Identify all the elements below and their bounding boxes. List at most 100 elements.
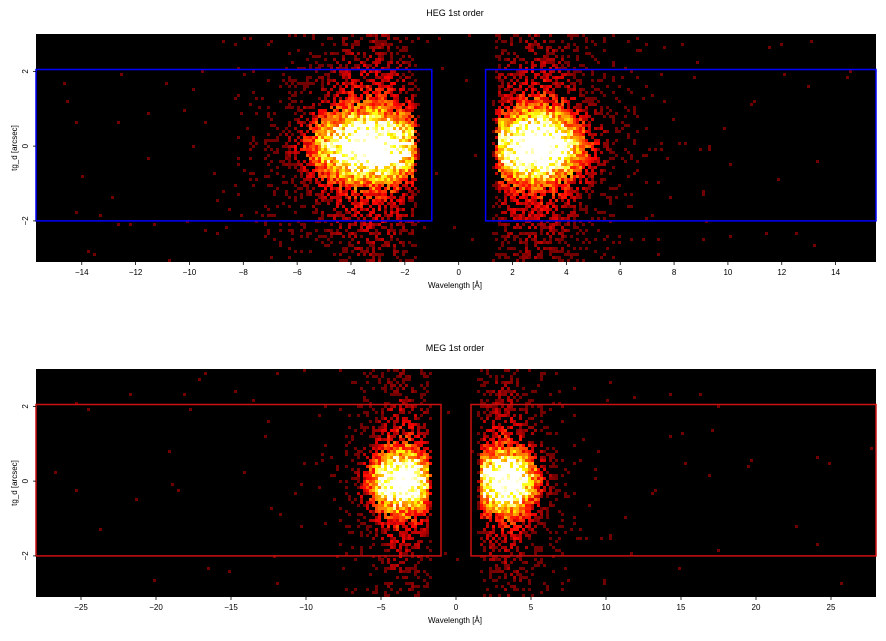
- heg-heatmap-cell: [504, 202, 507, 205]
- heg-heatmap-cell: [519, 157, 522, 160]
- heg-heatmap-cell: [594, 238, 597, 241]
- meg-heatmap-cell: [393, 489, 396, 492]
- meg-heatmap-cell: [369, 474, 372, 477]
- heg-heatmap-cell: [495, 127, 498, 130]
- heg-heatmap-cell: [402, 61, 405, 64]
- heg-heatmap-cell: [378, 52, 381, 55]
- heg-heatmap-cell: [582, 130, 585, 133]
- heg-heatmap-cell: [369, 184, 372, 187]
- heg-heatmap-cell: [369, 163, 372, 166]
- heg-heatmap-cell: [519, 106, 522, 109]
- meg-heatmap-cell: [393, 507, 396, 510]
- heg-heatmap-cell: [612, 187, 615, 190]
- heg-heatmap-cell: [561, 55, 564, 58]
- heg-heatmap-cell: [348, 118, 351, 121]
- meg-heatmap-cell: [414, 543, 417, 546]
- heg-heatmap-cell: [345, 148, 348, 151]
- heg-heatmap-cell: [510, 157, 513, 160]
- heg-heatmap-cell: [303, 139, 306, 142]
- heg-heatmap-cell: [414, 145, 417, 148]
- heg-heatmap-cell: [570, 178, 573, 181]
- heg-heatmap-cell: [495, 148, 498, 151]
- meg-heatmap-cell: [390, 582, 393, 585]
- heg-heatmap-cell: [363, 139, 366, 142]
- heg-heatmap-cell: [555, 100, 558, 103]
- heg-heatmap-cell: [582, 208, 585, 211]
- heg-heatmap-cell: [291, 145, 294, 148]
- heg-heatmap-cell: [354, 118, 357, 121]
- meg-heatmap-cell: [405, 501, 408, 504]
- heg-heatmap-cell: [639, 49, 642, 52]
- heg-heatmap-cell: [384, 79, 387, 82]
- heg-heatmap-cell: [354, 127, 357, 130]
- heg-heatmap-cell: [411, 175, 414, 178]
- meg-heatmap-cell: [387, 447, 390, 450]
- heg-heatmap-cell: [543, 151, 546, 154]
- meg-heatmap-cell: [360, 432, 363, 435]
- heg-heatmap-cell: [336, 229, 339, 232]
- heg-heatmap-cell: [561, 124, 564, 127]
- heg-heatmap-cell: [399, 187, 402, 190]
- meg-heatmap-cell: [414, 594, 417, 597]
- heg-heatmap-cell: [75, 121, 78, 124]
- heg-heatmap-cell: [339, 253, 342, 256]
- meg-heatmap-cell: [417, 504, 420, 507]
- heg-heatmap-cell: [558, 223, 561, 226]
- heg-heatmap-cell: [384, 151, 387, 154]
- heg-heatmap-cell: [309, 175, 312, 178]
- meg-heatmap-cell: [354, 483, 357, 486]
- heg-heatmap-cell: [342, 166, 345, 169]
- heg-heatmap-cell: [306, 190, 309, 193]
- heg-heatmap-cell: [405, 133, 408, 136]
- heg-heatmap-cell: [549, 217, 552, 220]
- meg-heatmap-cell: [396, 375, 399, 378]
- meg-heatmap-cell: [396, 507, 399, 510]
- heg-heatmap-cell: [495, 70, 498, 73]
- meg-heatmap-cell: [390, 447, 393, 450]
- heg-heatmap-cell: [507, 154, 510, 157]
- heg-heatmap-cell: [288, 196, 291, 199]
- heg-heatmap-cell: [552, 97, 555, 100]
- heg-heatmap-cell: [519, 121, 522, 124]
- heg-heatmap-cell: [537, 247, 540, 250]
- heg-heatmap-cell: [603, 169, 606, 172]
- heg-heatmap-cell: [378, 139, 381, 142]
- meg-heatmap-cell: [423, 447, 426, 450]
- heg-heatmap-cell: [558, 142, 561, 145]
- heg-heatmap-cell: [402, 55, 405, 58]
- heg-heatmap-cell: [543, 70, 546, 73]
- meg-heatmap-cell: [381, 501, 384, 504]
- heg-heatmap-cell: [378, 112, 381, 115]
- heg-heatmap-cell: [561, 136, 564, 139]
- meg-heatmap-cell: [420, 393, 423, 396]
- heg-heatmap-cell: [351, 133, 354, 136]
- heg-heatmap-cell: [357, 253, 360, 256]
- heg-heatmap-cell: [561, 151, 564, 154]
- meg-heatmap-cell: [390, 534, 393, 537]
- heg-heatmap-cell: [576, 49, 579, 52]
- meg-heatmap-cell: [408, 450, 411, 453]
- heg-heatmap-cell: [510, 187, 513, 190]
- heg-heatmap-cell: [405, 139, 408, 142]
- meg-heatmap-cell: [234, 390, 237, 393]
- heg-heatmap-cell: [354, 139, 357, 142]
- meg-heatmap-cell: [396, 465, 399, 468]
- heg-heatmap-cell: [582, 136, 585, 139]
- heg-heatmap-cell: [336, 157, 339, 160]
- meg-heatmap-cell: [408, 522, 411, 525]
- meg-heatmap-cell: [387, 459, 390, 462]
- heg-heatmap-cell: [528, 232, 531, 235]
- heg-heatmap-cell: [324, 52, 327, 55]
- heg-heatmap-cell: [375, 235, 378, 238]
- heg-heatmap-cell: [315, 163, 318, 166]
- heg-heatmap-cell: [543, 172, 546, 175]
- meg-heatmap-cell: [396, 447, 399, 450]
- heg-heatmap-cell: [573, 247, 576, 250]
- heg-heatmap-cell: [324, 100, 327, 103]
- heg-heatmap-cell: [576, 190, 579, 193]
- heg-heatmap-cell: [561, 112, 564, 115]
- heg-heatmap-cell: [333, 121, 336, 124]
- heg-heatmap-cell: [534, 43, 537, 46]
- meg-heatmap-cell: [375, 417, 378, 420]
- heg-heatmap-cell: [375, 217, 378, 220]
